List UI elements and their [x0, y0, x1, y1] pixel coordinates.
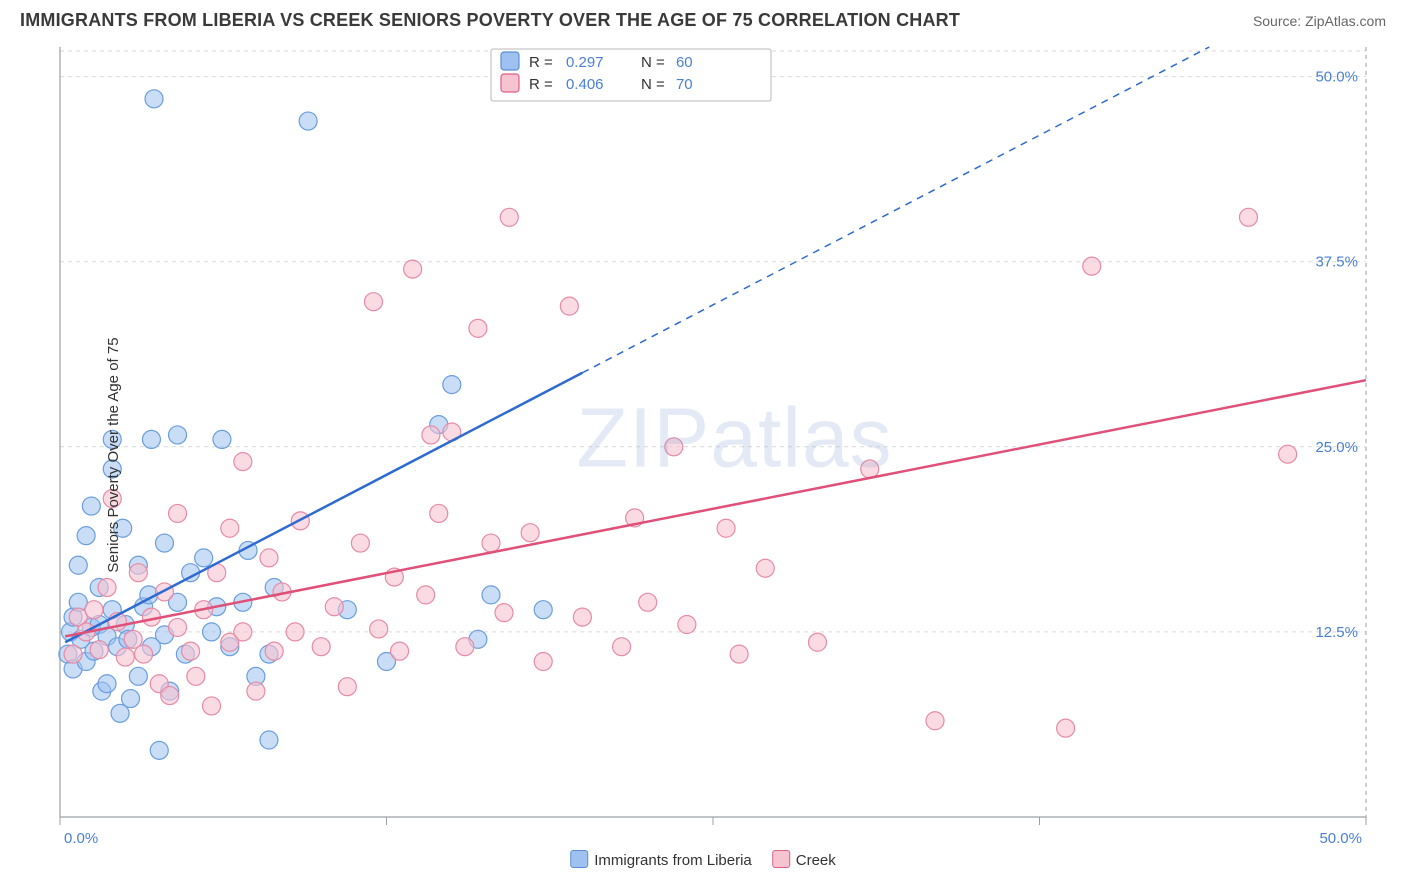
svg-text:50.0%: 50.0%	[1319, 830, 1362, 847]
svg-text:R =: R =	[529, 76, 553, 93]
svg-text:0.406: 0.406	[566, 76, 604, 93]
scatter-chart: 12.5% 25.0% 37.5% 50.0% 0.0% 50.0% R = 0.297 N …	[10, 37, 1396, 873]
svg-text:N =: N =	[641, 54, 665, 71]
svg-text:50.0%: 50.0%	[1315, 69, 1358, 86]
svg-text:37.5%: 37.5%	[1315, 254, 1358, 271]
chart-source: Source: ZipAtlas.com	[1253, 13, 1386, 29]
legend-item-liberia: Immigrants from Liberia	[570, 850, 752, 869]
source-prefix: Source:	[1253, 13, 1305, 29]
svg-text:25.0%: 25.0%	[1315, 439, 1358, 456]
legend-label-creek: Creek	[796, 852, 836, 869]
y-axis-label: Seniors Poverty Over the Age of 75	[105, 337, 122, 572]
legend-swatch-liberia	[570, 850, 588, 868]
svg-text:12.5%: 12.5%	[1315, 624, 1358, 641]
svg-text:R =: R =	[529, 54, 553, 71]
chart-container: Seniors Poverty Over the Age of 75 ZIPat…	[10, 37, 1396, 873]
legend-item-creek: Creek	[772, 850, 836, 869]
svg-text:N =: N =	[641, 76, 665, 93]
legend-swatch-creek	[772, 850, 790, 868]
legend-label-liberia: Immigrants from Liberia	[594, 852, 752, 869]
source-name: ZipAtlas.com	[1305, 13, 1386, 29]
chart-title: IMMIGRANTS FROM LIBERIA VS CREEK SENIORS…	[20, 10, 960, 31]
bottom-legend: Immigrants from Liberia Creek	[570, 850, 836, 869]
svg-text:0.0%: 0.0%	[64, 830, 98, 847]
svg-text:0.297: 0.297	[566, 54, 604, 71]
chart-header: IMMIGRANTS FROM LIBERIA VS CREEK SENIORS…	[0, 0, 1406, 37]
svg-text:60: 60	[676, 54, 693, 71]
svg-text:70: 70	[676, 76, 693, 93]
